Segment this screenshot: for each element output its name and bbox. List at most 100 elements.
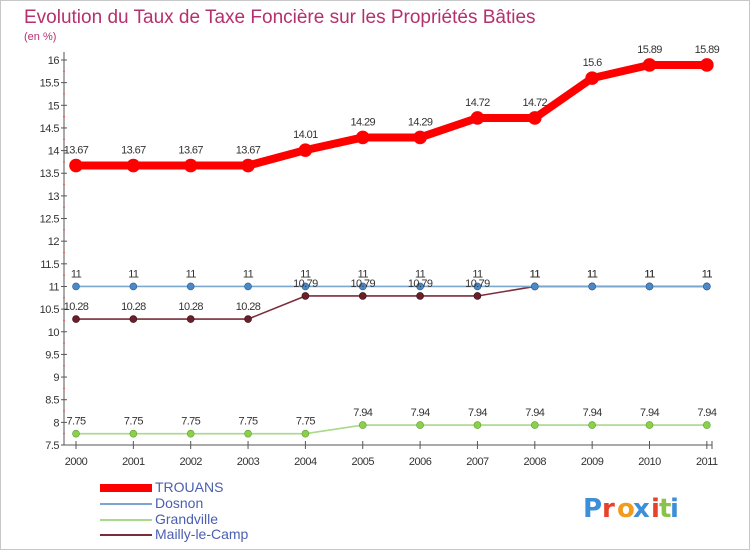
- y-tick-label: 10.5: [40, 304, 60, 316]
- x-tick-label: 2002: [179, 456, 202, 468]
- data-label-dosnon: 11: [358, 268, 369, 280]
- data-label-trouans: 13.67: [121, 145, 146, 157]
- logo-letter: r: [602, 494, 615, 524]
- data-label-grandville: 7.75: [296, 416, 315, 428]
- data-point-grandville: [703, 421, 711, 429]
- data-point-trouans: [183, 158, 198, 173]
- data-label-dosnon: 11: [128, 268, 139, 280]
- logo-letter: P: [583, 494, 602, 524]
- axes: 7.5 8 8.5 9 9.5 10 10.5 11 11.5 12 12.5 13 13.5 14 14.…: [40, 52, 719, 468]
- y-minor-tick: [63, 387, 65, 390]
- data-point-trouans: [298, 143, 313, 157]
- y-tick-label: 15: [48, 100, 60, 112]
- data-point-trouans: [241, 158, 255, 173]
- data-label-trouans: 13.67: [64, 145, 89, 157]
- data-point-dosnon: [358, 282, 367, 291]
- legend-swatch-trouans: [100, 484, 152, 492]
- data-point-trouans: [355, 130, 370, 145]
- y-tick-label: 13.5: [40, 168, 60, 180]
- data-point-dosnon: [72, 282, 80, 291]
- data-label-trouans: 14.01: [293, 129, 318, 141]
- logo-letter: x: [633, 494, 650, 524]
- data-label-dosnon: 11: [300, 268, 311, 280]
- y-minor-tick: [63, 410, 65, 412]
- data-label-grandville: 7.94: [697, 407, 716, 419]
- y-minor-tick: [63, 296, 65, 299]
- data-point-mailly-le-camp: [72, 315, 80, 323]
- data-label-mailly-le-camp: 11: [702, 268, 713, 280]
- data-point-grandville: [186, 429, 195, 438]
- x-tick-label: 2007: [466, 456, 489, 468]
- series-layer: [69, 58, 714, 438]
- data-label-mailly-le-camp: 10.79: [293, 278, 318, 290]
- data-label-mailly-le-camp: 10.28: [64, 301, 89, 313]
- legend-swatch-mailly-le-camp: [100, 534, 152, 536]
- data-point-dosnon: [129, 282, 138, 291]
- x-tick-label: 2008: [524, 456, 547, 468]
- data-point-trouans: [69, 158, 83, 173]
- data-point-grandville: [358, 421, 367, 429]
- y-tick-label: 14: [48, 146, 60, 158]
- data-label-mailly-le-camp: 11: [530, 268, 541, 280]
- data-label-mailly-le-camp: 10.28: [178, 301, 203, 313]
- y-minor-tick: [63, 70, 65, 73]
- data-label-mailly-le-camp: 11: [644, 268, 655, 280]
- data-point-grandville: [416, 421, 424, 429]
- data-point-dosnon: [703, 282, 711, 291]
- data-label-trouans: 14.29: [350, 116, 375, 128]
- data-point-dosnon: [530, 282, 539, 291]
- data-point-dosnon: [645, 282, 654, 291]
- logo-letter: o: [617, 494, 635, 524]
- legend-swatch-grandville: [100, 519, 152, 521]
- legend-label-dosnon: Dosnon: [155, 495, 203, 511]
- x-tick-label: 2004: [294, 456, 317, 468]
- data-label-trouans: 13.67: [178, 145, 203, 157]
- data-label-grandville: 7.94: [468, 407, 487, 419]
- data-label-dosnon: 11: [71, 268, 82, 280]
- x-tick-label: 2005: [352, 456, 375, 468]
- data-label-trouans: 15.89: [637, 44, 662, 56]
- y-minor-tick: [63, 93, 65, 95]
- y-tick-label: 11: [49, 281, 60, 293]
- logo-letter: i: [670, 494, 679, 524]
- data-label-trouans: 14.72: [523, 97, 548, 109]
- data-label-grandville: 7.94: [411, 407, 430, 419]
- data-point-trouans: [470, 111, 485, 125]
- data-label-dosnon: 11: [243, 268, 254, 280]
- legend-label-grandville: Grandville: [155, 511, 218, 527]
- data-label-grandville: 7.94: [353, 407, 372, 419]
- data-point-dosnon: [416, 282, 424, 291]
- data-point-dosnon: [186, 282, 195, 291]
- series-line-trouans: [72, 60, 711, 170]
- y-tick-label: 9: [53, 372, 59, 384]
- data-point-mailly-le-camp: [358, 292, 367, 300]
- y-tick-label: 12.5: [40, 214, 60, 226]
- y-minor-tick: [63, 274, 65, 277]
- data-point-mailly-le-camp: [473, 292, 482, 300]
- data-point-dosnon: [473, 282, 482, 291]
- y-minor-tick: [63, 183, 65, 186]
- logo-letter: t: [659, 494, 671, 524]
- data-label-mailly-le-camp: 10.79: [408, 278, 433, 290]
- data-label-dosnon: 11: [415, 268, 426, 280]
- data-point-mailly-le-camp: [416, 292, 424, 300]
- y-minor-tick: [63, 364, 65, 367]
- series-line-mailly-le-camp: [75, 285, 708, 320]
- y-minor-tick: [63, 115, 65, 118]
- data-label-mailly-le-camp: 10.28: [121, 301, 146, 313]
- data-label-grandville: 7.94: [640, 407, 659, 419]
- data-label-grandville: 7.75: [181, 416, 200, 428]
- data-label-dosnon: 11: [702, 268, 713, 280]
- y-tick-label: 9.5: [45, 349, 59, 361]
- data-point-grandville: [244, 429, 252, 438]
- data-label-grandville: 7.75: [124, 416, 143, 428]
- data-point-trouans: [700, 58, 714, 72]
- data-label-trouans: 13.67: [236, 145, 261, 157]
- x-tick-label: 2011: [696, 456, 718, 468]
- data-point-grandville: [72, 429, 80, 438]
- chart-title: Evolution du Taux de Taxe Foncière sur l…: [24, 7, 536, 28]
- y-tick-label: 7.5: [45, 440, 59, 452]
- data-point-mailly-le-camp: [129, 315, 138, 323]
